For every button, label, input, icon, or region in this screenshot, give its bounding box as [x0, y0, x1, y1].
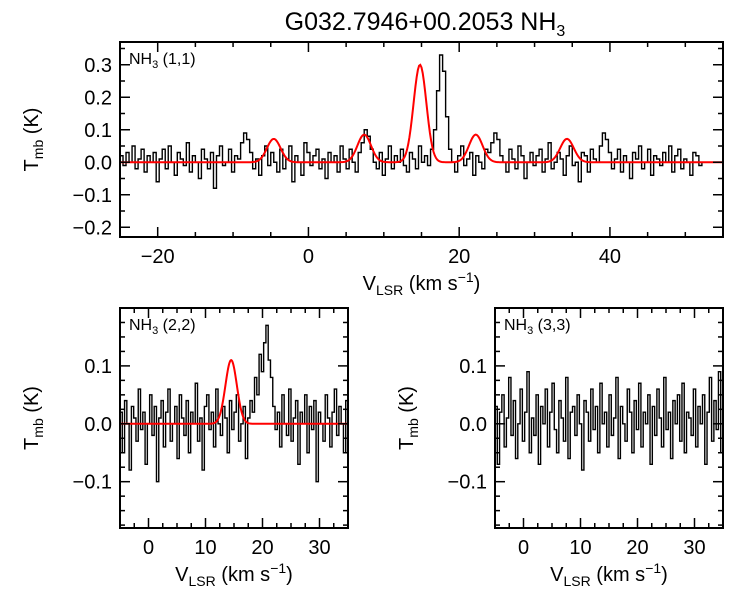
x-axis-label: VLSR (km s−1)	[363, 269, 481, 298]
x-tick-label: 10	[569, 537, 591, 559]
x-tick-label: 0	[518, 537, 529, 559]
x-tick-label: 20	[448, 246, 470, 268]
x-axis-label: VLSR (km s−1)	[175, 560, 293, 589]
spectrum-line	[120, 324, 348, 483]
x-tick-label: 30	[308, 537, 330, 559]
gaussian-fit-line	[120, 63, 723, 164]
y-tick-label: −0.1	[73, 472, 112, 494]
spectrum-line	[495, 370, 723, 471]
panel-label: NH3 (2,2)	[129, 317, 196, 337]
panel-2-2: 0 10 20 30 −0.1 0.0 0.1 NH3 (2,2) VLSR (km s−1) T…	[21, 307, 349, 589]
y-axis-label: Tmb (K)	[21, 108, 46, 172]
x-tick-label: 20	[626, 537, 648, 559]
x-axis-label: VLSR (km s−1)	[550, 560, 668, 589]
panel-3-3: 0 10 20 30 −0.1 0.0 0.1 NH3 (3,3) VLSR (km s−1) T…	[396, 307, 724, 589]
y-tick-label: −0.2	[73, 217, 112, 239]
x-tick-label: −20	[141, 246, 175, 268]
y-tick-label: −0.1	[73, 185, 112, 207]
gaussian-fit-line	[120, 359, 348, 425]
x-tick-label: 0	[303, 246, 314, 268]
y-tick-label: 0.0	[459, 414, 487, 436]
y-tick-label: −0.1	[448, 472, 487, 494]
x-tick-label: 10	[194, 537, 216, 559]
y-axis-label: Tmb (K)	[396, 386, 421, 450]
y-tick-label: 0.3	[84, 55, 112, 77]
y-tick-label: 0.0	[84, 414, 112, 436]
figure-title: G032.7946+00.2053 NH3	[285, 8, 566, 40]
y-tick-label: 0.1	[459, 356, 487, 378]
x-tick-label: 40	[599, 246, 621, 268]
y-tick-label: 0.0	[84, 152, 112, 174]
y-axis-label: Tmb (K)	[21, 386, 46, 450]
y-tick-label: 0.2	[84, 87, 112, 109]
x-tick-label: 20	[251, 537, 273, 559]
y-tick-label: 0.1	[84, 356, 112, 378]
panel-label: NH3 (3,3)	[504, 317, 571, 337]
x-tick-label: 0	[143, 537, 154, 559]
y-tick-label: 0.1	[84, 120, 112, 142]
panel-label: NH3 (1,1)	[129, 51, 196, 71]
panel-top: −20 0 20 40 −0.2 −0.1 0.0 0.1 0.2 0.3 NH3 (1,1) VLS…	[21, 41, 724, 298]
spectrum-line	[120, 54, 705, 189]
x-tick-label: 30	[683, 537, 705, 559]
